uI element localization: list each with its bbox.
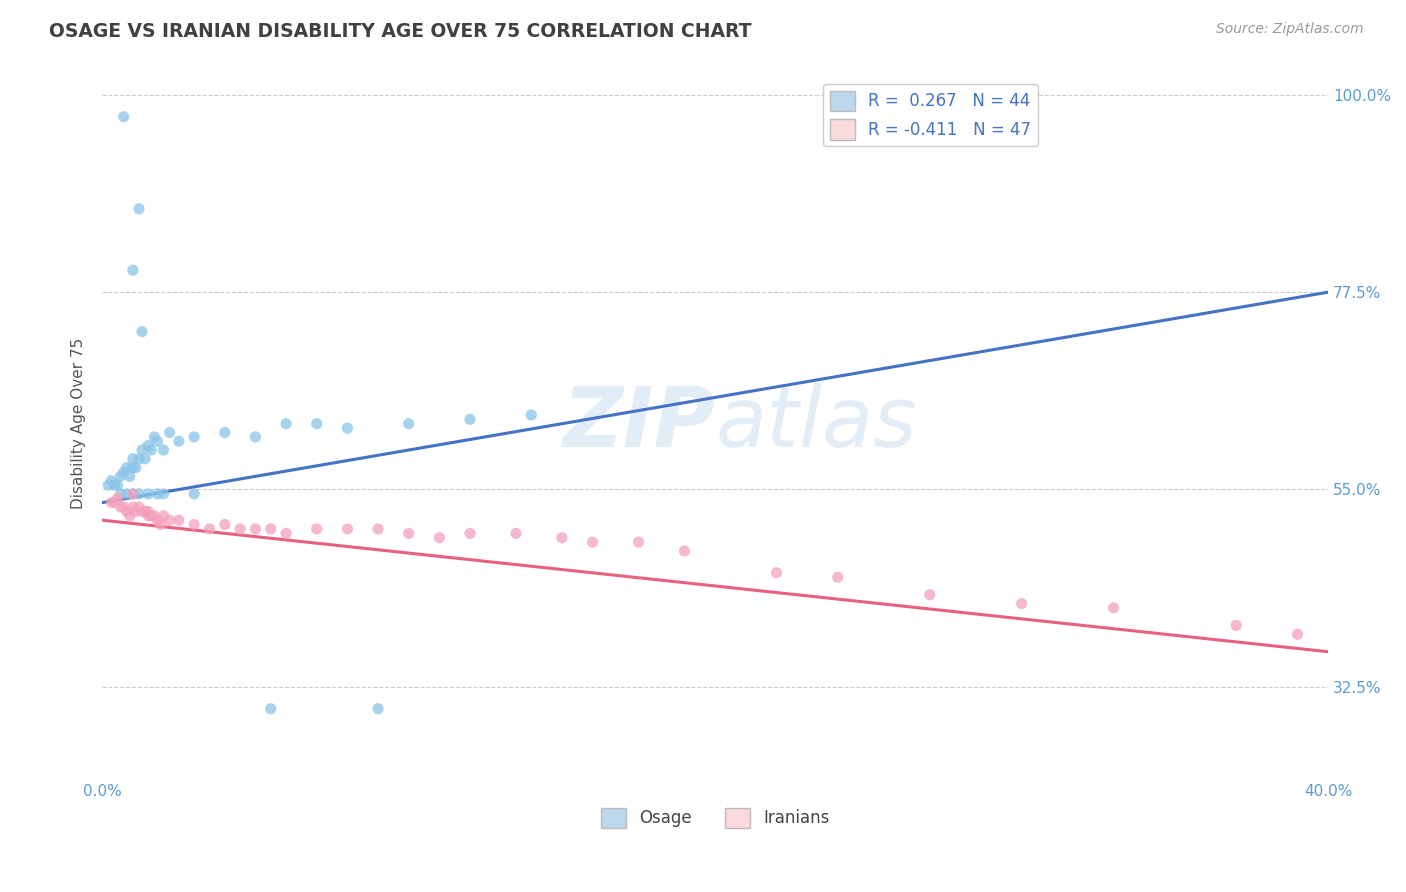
Point: [159, 425, 181, 440]
Point: [146, 487, 169, 501]
Point: [146, 513, 169, 527]
Point: [136, 508, 159, 523]
Legend: Osage, Iranians: Osage, Iranians: [593, 801, 837, 835]
Y-axis label: Disability Age Over 75: Disability Age Over 75: [72, 338, 86, 509]
Text: Source: ZipAtlas.com: Source: ZipAtlas.com: [1216, 22, 1364, 37]
Text: ZIP: ZIP: [562, 384, 716, 464]
Point: [110, 469, 132, 483]
Point: [131, 325, 153, 339]
Point: [245, 522, 267, 536]
Point: [152, 508, 174, 523]
Point: [458, 526, 481, 541]
Point: [183, 517, 205, 532]
Point: [115, 504, 138, 518]
Point: [1286, 627, 1309, 641]
Text: OSAGE VS IRANIAN DISABILITY AGE OVER 75 CORRELATION CHART: OSAGE VS IRANIAN DISABILITY AGE OVER 75 …: [49, 22, 752, 41]
Point: [260, 702, 283, 716]
Point: [367, 522, 389, 536]
Point: [110, 500, 132, 514]
Point: [149, 517, 172, 532]
Point: [128, 451, 150, 466]
Point: [128, 487, 150, 501]
Point: [136, 439, 159, 453]
Point: [918, 588, 941, 602]
Point: [128, 202, 150, 216]
Point: [159, 513, 181, 527]
Point: [136, 504, 159, 518]
Point: [121, 451, 143, 466]
Point: [581, 535, 603, 549]
Point: [1225, 618, 1247, 632]
Point: [765, 566, 787, 580]
Point: [131, 443, 153, 458]
Point: [121, 500, 143, 514]
Point: [260, 522, 283, 536]
Point: [827, 570, 849, 584]
Point: [100, 474, 122, 488]
Point: [551, 531, 574, 545]
Point: [214, 425, 236, 440]
Point: [198, 522, 221, 536]
Point: [143, 508, 166, 523]
Point: [505, 526, 527, 541]
Point: [398, 526, 420, 541]
Point: [305, 522, 328, 536]
Point: [131, 504, 153, 518]
Point: [97, 478, 120, 492]
Point: [183, 430, 205, 444]
Point: [167, 434, 190, 449]
Point: [1011, 597, 1033, 611]
Point: [118, 469, 141, 483]
Point: [152, 487, 174, 501]
Text: atlas: atlas: [716, 384, 917, 464]
Point: [112, 465, 135, 479]
Point: [103, 478, 125, 492]
Point: [274, 526, 297, 541]
Point: [146, 434, 169, 449]
Point: [100, 496, 122, 510]
Point: [125, 460, 148, 475]
Point: [115, 487, 138, 501]
Point: [274, 417, 297, 431]
Point: [121, 460, 143, 475]
Point: [136, 487, 159, 501]
Point: [167, 513, 190, 527]
Point: [110, 487, 132, 501]
Point: [121, 487, 143, 501]
Point: [214, 517, 236, 532]
Point: [107, 478, 129, 492]
Point: [125, 504, 148, 518]
Point: [229, 522, 252, 536]
Point: [520, 408, 543, 422]
Point: [141, 443, 163, 458]
Point: [103, 496, 125, 510]
Point: [128, 500, 150, 514]
Point: [115, 460, 138, 475]
Point: [152, 443, 174, 458]
Point: [673, 544, 696, 558]
Point: [398, 417, 420, 431]
Point: [134, 451, 156, 466]
Point: [367, 702, 389, 716]
Point: [112, 500, 135, 514]
Point: [245, 430, 267, 444]
Point: [141, 508, 163, 523]
Point: [1102, 600, 1125, 615]
Point: [112, 110, 135, 124]
Point: [134, 504, 156, 518]
Point: [336, 522, 359, 536]
Point: [118, 508, 141, 523]
Point: [627, 535, 650, 549]
Point: [336, 421, 359, 435]
Point: [121, 487, 143, 501]
Point: [183, 487, 205, 501]
Point: [427, 531, 450, 545]
Point: [458, 412, 481, 426]
Point: [143, 430, 166, 444]
Point: [121, 263, 143, 277]
Point: [305, 417, 328, 431]
Point: [107, 491, 129, 506]
